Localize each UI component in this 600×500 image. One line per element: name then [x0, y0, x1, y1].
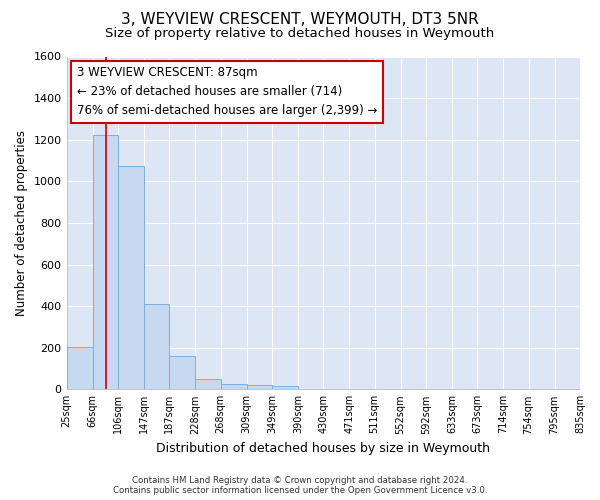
Text: Size of property relative to detached houses in Weymouth: Size of property relative to detached ho… [106, 28, 494, 40]
Bar [272, 386, 298, 390]
Bar [195, 379, 221, 390]
Text: 3, WEYVIEW CRESCENT, WEYMOUTH, DT3 5NR: 3, WEYVIEW CRESCENT, WEYMOUTH, DT3 5NR [121, 12, 479, 28]
Bar [144, 304, 169, 390]
Bar [247, 385, 272, 390]
Bar [92, 134, 118, 390]
Bar [118, 166, 144, 390]
Y-axis label: Number of detached properties: Number of detached properties [15, 130, 28, 316]
Bar [67, 346, 92, 390]
Bar [169, 356, 195, 390]
Text: Contains HM Land Registry data © Crown copyright and database right 2024.
Contai: Contains HM Land Registry data © Crown c… [113, 476, 487, 495]
X-axis label: Distribution of detached houses by size in Weymouth: Distribution of detached houses by size … [156, 442, 490, 455]
Text: 3 WEYVIEW CRESCENT: 87sqm
← 23% of detached houses are smaller (714)
76% of semi: 3 WEYVIEW CRESCENT: 87sqm ← 23% of detac… [77, 66, 377, 118]
Bar [221, 384, 247, 390]
